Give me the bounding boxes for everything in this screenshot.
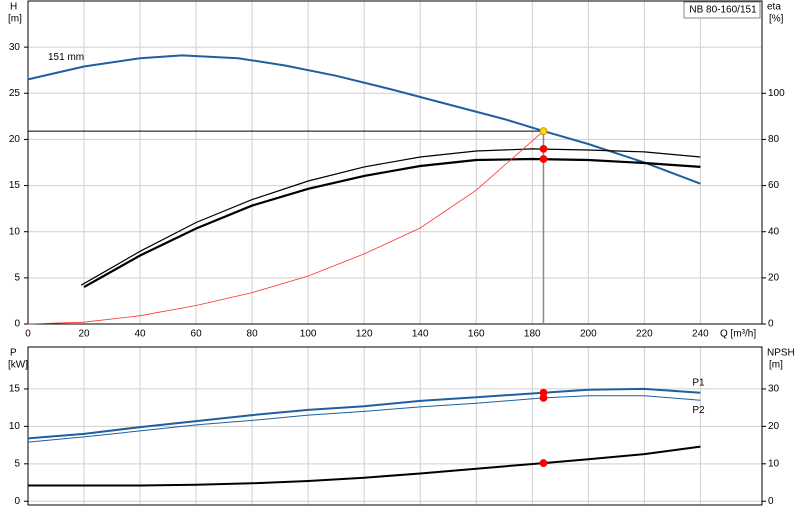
plot-frame (27, 346, 763, 506)
y2-tick-label: 30 (768, 384, 780, 395)
marker (539, 459, 548, 467)
y-tick-label: 0 (14, 319, 20, 330)
x-axis-label: Q [m³/h] (720, 329, 756, 340)
series-line (27, 395, 701, 443)
y2-tick-label: 0 (768, 319, 774, 330)
y-tick-label: 5 (14, 272, 20, 283)
y2-axis-unit: [%] (769, 14, 784, 25)
series-label: P1 (692, 377, 705, 388)
x-tick-label: 80 (247, 329, 259, 340)
y2-tick-label: 80 (768, 134, 780, 145)
y-tick-label: 20 (9, 134, 21, 145)
series-label: P2 (692, 405, 705, 416)
x-tick-label: 220 (636, 329, 653, 340)
y-tick-label: 25 (9, 88, 21, 99)
x-tick-label: 180 (524, 329, 541, 340)
y2-tick-label: 20 (768, 421, 780, 432)
y-tick-label: 10 (9, 421, 21, 432)
x-tick-label: 120 (356, 329, 373, 340)
y2-tick-label: 100 (768, 88, 785, 99)
y2-tick-label: 10 (768, 458, 780, 469)
marker (539, 155, 548, 163)
series-line (27, 387, 701, 440)
y-axis-unit: [m] (8, 14, 22, 25)
x-tick-label: 60 (191, 329, 203, 340)
x-tick-label: 100 (300, 329, 317, 340)
y2-tick-label: 0 (768, 496, 774, 507)
y-tick-label: 5 (14, 458, 20, 469)
y-axis-label: H (10, 2, 17, 13)
y-axis-label: P (10, 348, 17, 359)
series-line (27, 54, 701, 185)
x-tick-label: 20 (78, 329, 90, 340)
y2-tick-label: 60 (768, 180, 780, 191)
y-tick-label: 15 (9, 384, 21, 395)
x-tick-label: 40 (134, 329, 146, 340)
title-box (683, 1, 761, 19)
series-line (28, 445, 701, 487)
x-tick-label: 140 (412, 329, 429, 340)
x-tick-label: 0 (25, 329, 31, 340)
series-line (80, 148, 701, 286)
x-tick-label: 200 (580, 329, 597, 340)
marker (539, 127, 548, 136)
x-tick-label: 240 (692, 329, 709, 340)
chart-title: NB 80-160/151 (689, 5, 757, 16)
y-tick-label: 0 (14, 496, 20, 507)
y-tick-label: 30 (9, 42, 21, 53)
y2-axis-unit: [m] (769, 360, 783, 371)
y-tick-label: 15 (9, 180, 21, 191)
y2-axis-label: NPSH (767, 348, 795, 359)
y2-tick-label: 20 (768, 272, 780, 283)
y2-axis-label: eta (767, 2, 781, 13)
series-label: 151 mm (48, 52, 84, 63)
x-tick-label: 160 (468, 329, 485, 340)
y2-tick-label: 40 (768, 226, 780, 237)
y-tick-label: 10 (9, 226, 21, 237)
series-line (27, 130, 544, 325)
series-line (83, 157, 701, 289)
plot-frame (27, 0, 763, 325)
y-axis-unit: [kW] (8, 360, 28, 371)
marker (539, 394, 548, 402)
marker (539, 144, 548, 153)
